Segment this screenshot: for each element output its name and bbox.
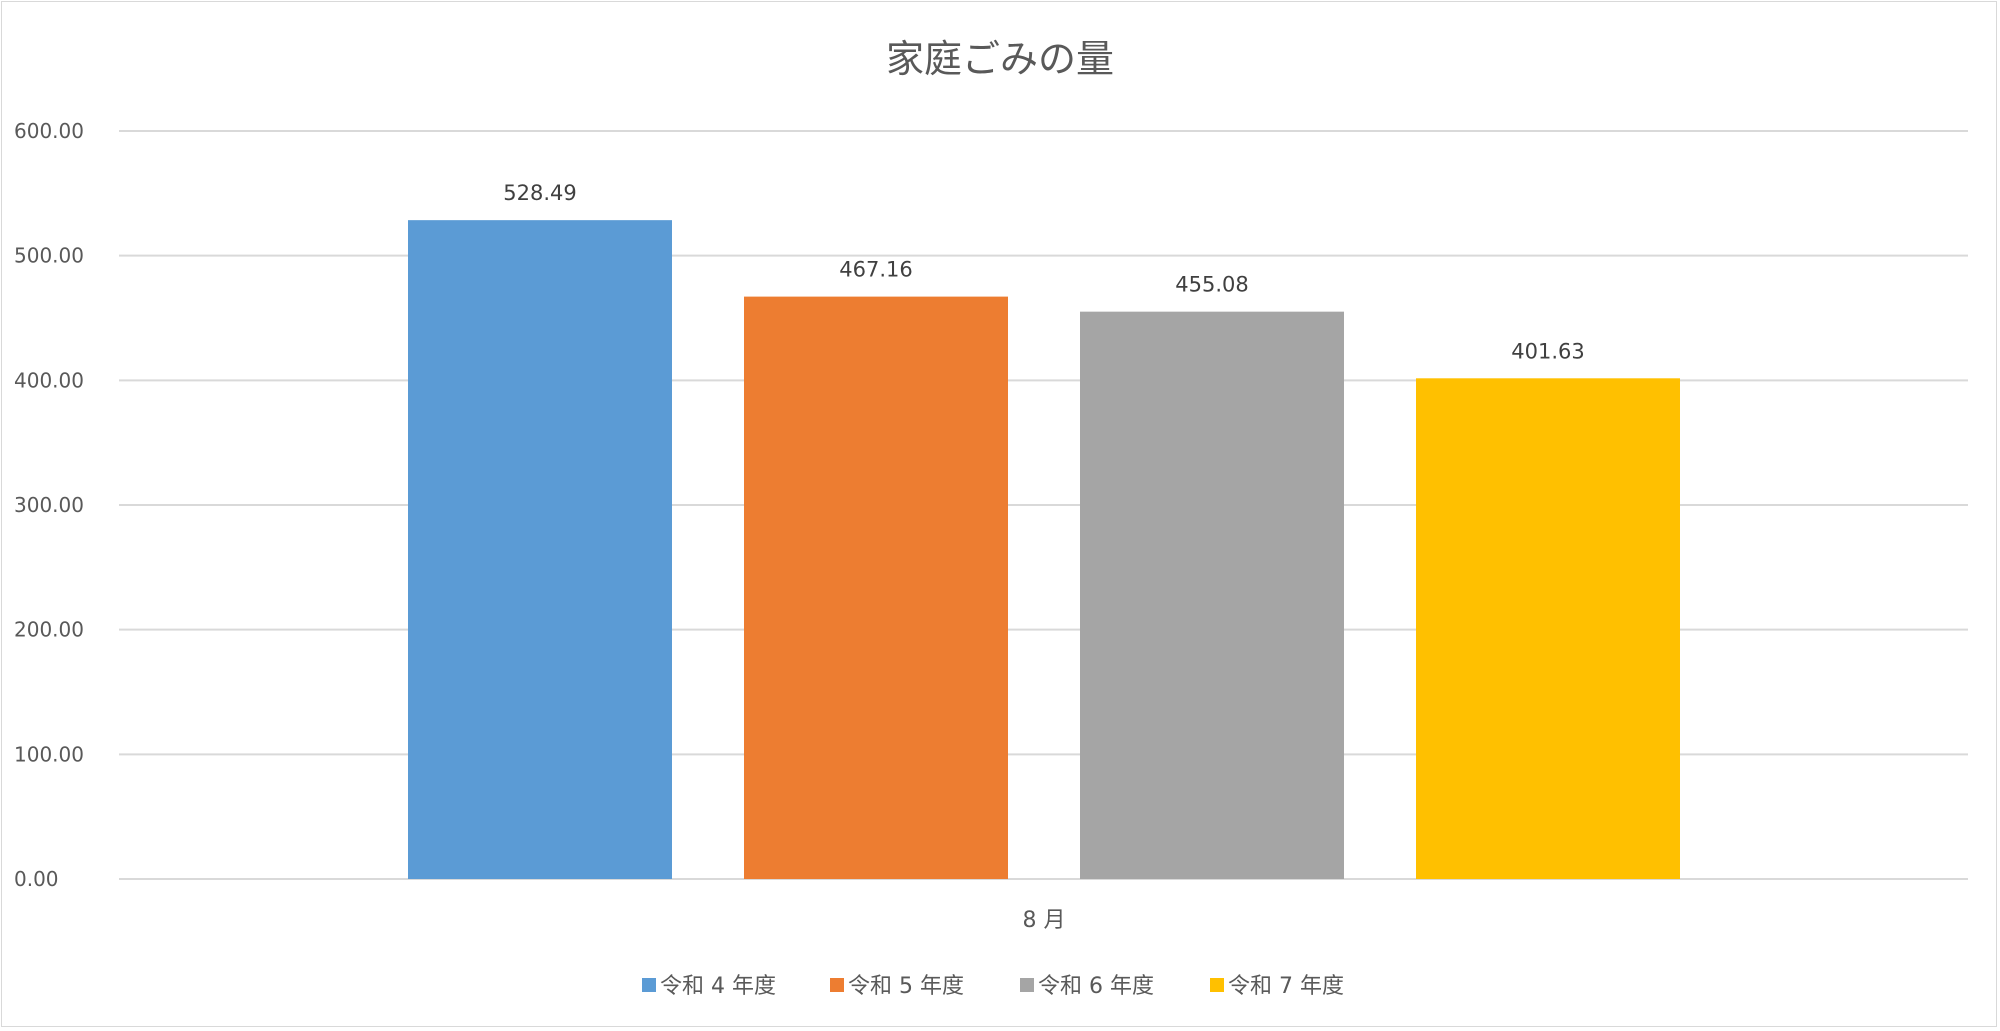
- legend-label: 令和 7 年度: [1228, 974, 1344, 999]
- data-label: 528.49: [503, 181, 576, 205]
- legend-label: 令和 5 年度: [848, 974, 964, 999]
- data-label: 401.63: [1511, 339, 1584, 363]
- y-tick-label: 500.00: [14, 244, 84, 268]
- data-label: 467.16: [839, 258, 912, 282]
- category-label: 8 月: [1023, 908, 1066, 933]
- legend-item: 令和 7 年度: [1210, 974, 1344, 999]
- legend-swatch: [642, 978, 656, 992]
- bar: [1416, 378, 1680, 879]
- y-tick-label: 600.00: [14, 119, 84, 143]
- legend-item: 令和 5 年度: [830, 974, 964, 999]
- legend-swatch: [1210, 978, 1224, 992]
- legend-item: 令和 6 年度: [1020, 974, 1154, 999]
- bar: [1080, 311, 1344, 879]
- legend-item: 令和 4 年度: [642, 974, 776, 999]
- legend-swatch: [1020, 978, 1034, 992]
- legend-label: 令和 4 年度: [660, 974, 776, 999]
- y-tick-label: 400.00: [14, 368, 84, 392]
- y-tick-label: 100.00: [14, 742, 84, 766]
- chart-title: 家庭ごみの量: [886, 37, 1114, 81]
- y-tick-label: 300.00: [14, 493, 84, 517]
- legend-swatch: [830, 978, 844, 992]
- y-tick-label: 0.00: [14, 867, 59, 891]
- bar: [408, 220, 672, 879]
- data-label: 455.08: [1175, 273, 1248, 297]
- legend-label: 令和 6 年度: [1038, 974, 1154, 999]
- bar: [744, 296, 1008, 880]
- y-tick-label: 200.00: [14, 618, 84, 642]
